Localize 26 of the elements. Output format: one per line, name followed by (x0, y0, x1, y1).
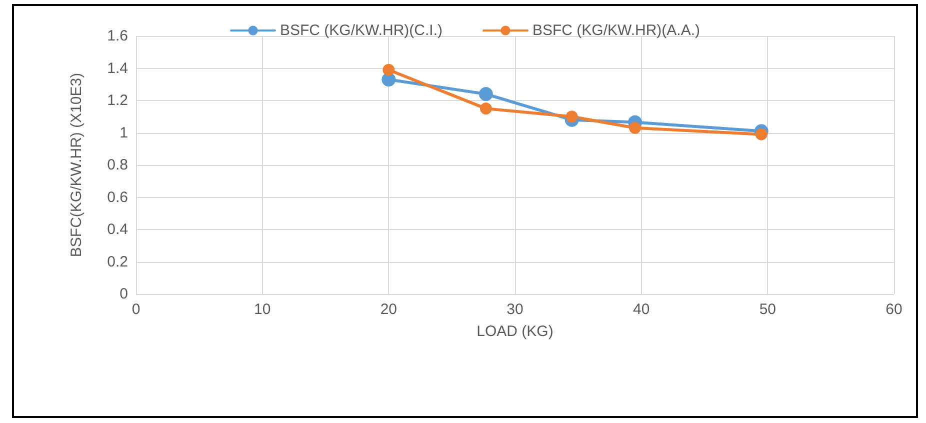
y-tick-label: 0.6 (107, 188, 128, 206)
point (755, 128, 768, 140)
point (480, 102, 492, 115)
x-tick-label: 60 (886, 301, 902, 318)
x-axis-title: LOAD (KG) (476, 323, 554, 340)
y-axis-title: BSFC(KG/KW.HR) (X10E3) (68, 72, 85, 258)
x-tick-label: 20 (380, 301, 398, 318)
y-tick-label: 0.4 (107, 221, 128, 238)
legend-label: BSFC (KG/KW.HR)(A.A.) (532, 22, 700, 39)
x-tick-label: 50 (759, 301, 776, 318)
x-tick-label: 40 (632, 301, 650, 318)
y-tick-label: 0.8 (107, 156, 128, 174)
point (566, 110, 578, 123)
point (478, 87, 493, 102)
x-tick-label: 30 (506, 301, 524, 318)
x-tick-label: 10 (254, 301, 271, 318)
y-tick-label: 1.6 (107, 28, 128, 44)
y-tick-label: 1.2 (107, 92, 128, 109)
x-tick-label: 0 (132, 301, 140, 318)
y-tick-label: 1 (120, 124, 128, 142)
y-tick-label: 0.2 (107, 253, 128, 270)
legend-label: BSFC (KG/KW.HR)(C.I.) (280, 22, 442, 39)
point (382, 64, 395, 76)
point (629, 122, 642, 134)
y-tick-label: 0 (120, 286, 128, 302)
y-tick-label: 1.4 (107, 60, 128, 77)
